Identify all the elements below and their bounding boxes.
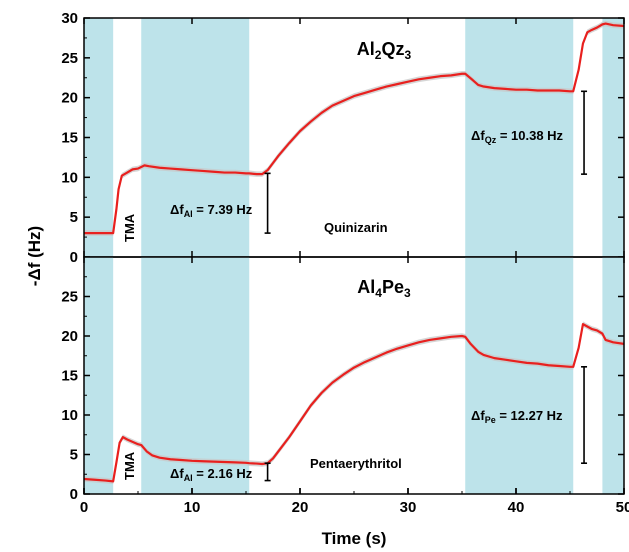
delta-al-label-bottom: ΔfAl = 2.16 Hz xyxy=(170,466,253,483)
panel-top: 0 5 10 15 20 25 30 Al2Qz3 TMA ΔfAl = 7.39 Hz Δ… xyxy=(61,10,625,266)
precursor-label-top: Quinizarin xyxy=(324,220,388,235)
y-tick-label-top-10: 10 xyxy=(61,169,78,186)
panel-title-top: Al2Qz3 xyxy=(357,39,412,62)
panel-bottom: 0 5 10 15 20 25 0 10 20 30 40 50 Al4Pe3 TMA ΔfAl =… xyxy=(61,256,629,516)
y-tick-label-bottom-15: 15 xyxy=(61,368,78,385)
delta-bars-bottom xyxy=(264,366,588,482)
frequency-shift-line-bottom xyxy=(84,323,624,483)
y-tick-label-bottom-20: 20 xyxy=(61,328,78,345)
x-tick-label-50: 50 xyxy=(616,499,629,516)
tma-label-top: TMA xyxy=(122,213,137,242)
y-tick-label-bottom-10: 10 xyxy=(61,407,78,424)
delta-pe-label-bottom: ΔfPe = 12.27 Hz xyxy=(471,408,563,425)
x-tick-label-0: 0 xyxy=(80,499,88,516)
series-line-bottom xyxy=(84,323,624,483)
tma-label-bottom: TMA xyxy=(122,451,137,480)
shaded-interval-bottom-1 xyxy=(141,257,250,494)
series-line-top xyxy=(84,22,624,235)
panel-title-bottom: Al4Pe3 xyxy=(357,277,411,300)
y-axis-label: -Δf (Hz) xyxy=(25,226,44,286)
y-tick-label-top-15: 15 xyxy=(61,130,78,147)
x-tick-label-30: 30 xyxy=(400,499,417,516)
panel-frame-bottom xyxy=(83,256,625,495)
shaded-interval-top-2 xyxy=(465,18,574,257)
y-tick-label-bottom-25: 25 xyxy=(61,289,78,306)
x-tick-label-10: 10 xyxy=(184,499,201,516)
y-tick-label-bottom-0: 0 xyxy=(70,486,78,503)
y-tick-label-top-20: 20 xyxy=(61,90,78,107)
shaded-intervals-top xyxy=(84,18,624,257)
delta-qz-label-top: ΔfQz = 10.38 Hz xyxy=(471,128,564,145)
y-tick-label-top-0: 0 xyxy=(70,249,78,266)
delta-bars-top xyxy=(264,90,588,234)
x-tick-label-40: 40 xyxy=(508,499,525,516)
y-ticks-bottom: 0 5 10 15 20 25 xyxy=(61,257,625,503)
delta-al-label-top: ΔfAl = 7.39 Hz xyxy=(170,202,253,219)
shaded-interval-bottom-2 xyxy=(465,257,574,494)
frequency-shift-line-top xyxy=(84,22,624,235)
shaded-interval-top-1 xyxy=(141,18,250,257)
y-tick-label-top-25: 25 xyxy=(61,50,78,67)
x-axis-label: Time (s) xyxy=(322,529,387,548)
y-tick-label-bottom-5: 5 xyxy=(70,447,78,464)
y-tick-label-top-30: 30 xyxy=(61,10,78,27)
y-tick-label-top-5: 5 xyxy=(70,209,78,226)
x-tick-label-20: 20 xyxy=(292,499,309,516)
precursor-label-bottom: Pentaerythritol xyxy=(310,456,402,471)
shaded-interval-top-3 xyxy=(602,18,624,257)
shaded-interval-bottom-3 xyxy=(602,257,624,494)
